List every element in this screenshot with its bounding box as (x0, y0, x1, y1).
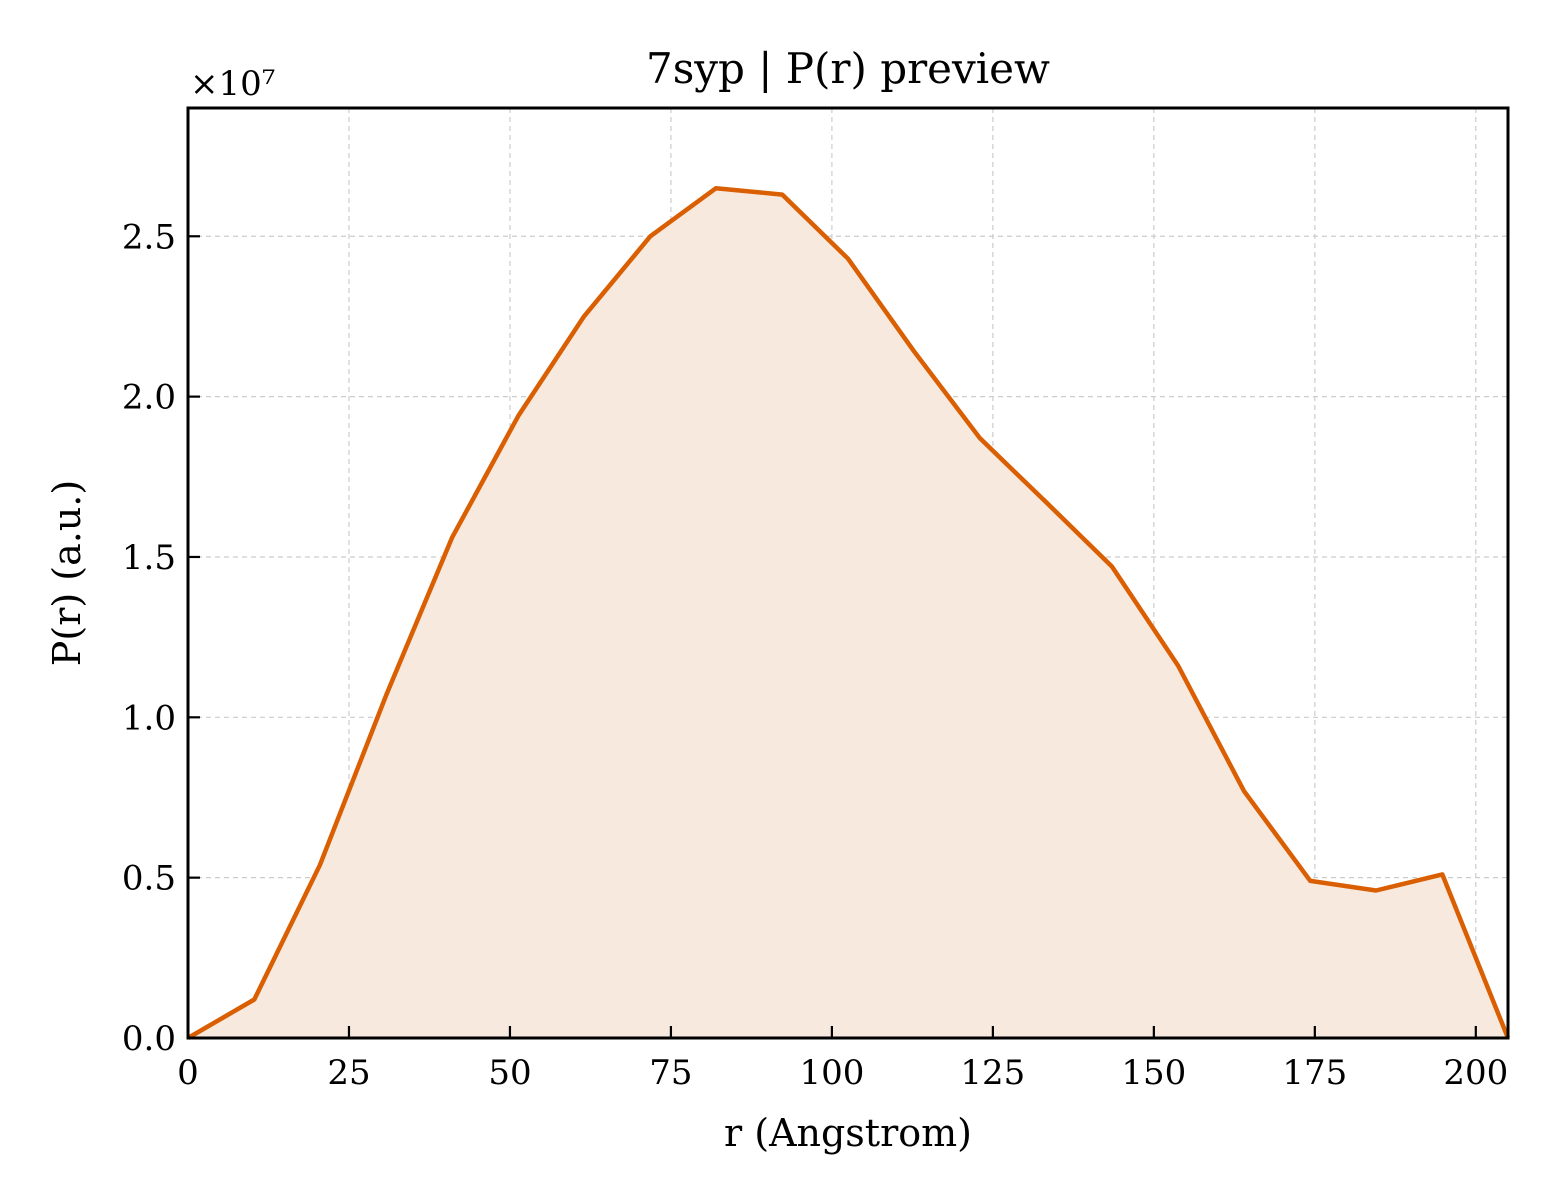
x-tick-label: 50 (488, 1053, 531, 1093)
y-tick-label: 0.0 (122, 1019, 176, 1059)
y-tick-label: 2.5 (122, 217, 176, 257)
y-tick-label: 2.0 (122, 378, 176, 418)
area-fill (188, 188, 1508, 1038)
y-axis-label: P(r) (a.u.) (45, 480, 89, 666)
x-tick-label: 0 (177, 1053, 199, 1093)
x-tick-label: 75 (649, 1053, 692, 1093)
x-tick-label: 200 (1443, 1053, 1508, 1093)
x-tick-label: 100 (799, 1053, 864, 1093)
x-tick-label: 150 (1121, 1053, 1186, 1093)
x-tick-label: 125 (960, 1053, 1025, 1093)
y-tick-label: 1.5 (122, 538, 176, 578)
plot-frame (186, 106, 1510, 1040)
chart-title: 7syp | P(r) preview (646, 44, 1050, 93)
x-axis-label: r (Angstrom) (724, 1111, 972, 1155)
x-tick-label: 25 (327, 1053, 370, 1093)
y-tick-label: 0.5 (122, 859, 176, 899)
series-line (186, 185, 1511, 1040)
y-multiplier-label: ×10⁷ (190, 64, 275, 104)
y-tick-label: 1.0 (122, 698, 176, 738)
ticks: 0 25 50 75 100 125 150 175 200 0.0 0.5 1.0 1.5 2.0 2.5 (122, 217, 1508, 1093)
x-tick-label: 175 (1282, 1053, 1347, 1093)
